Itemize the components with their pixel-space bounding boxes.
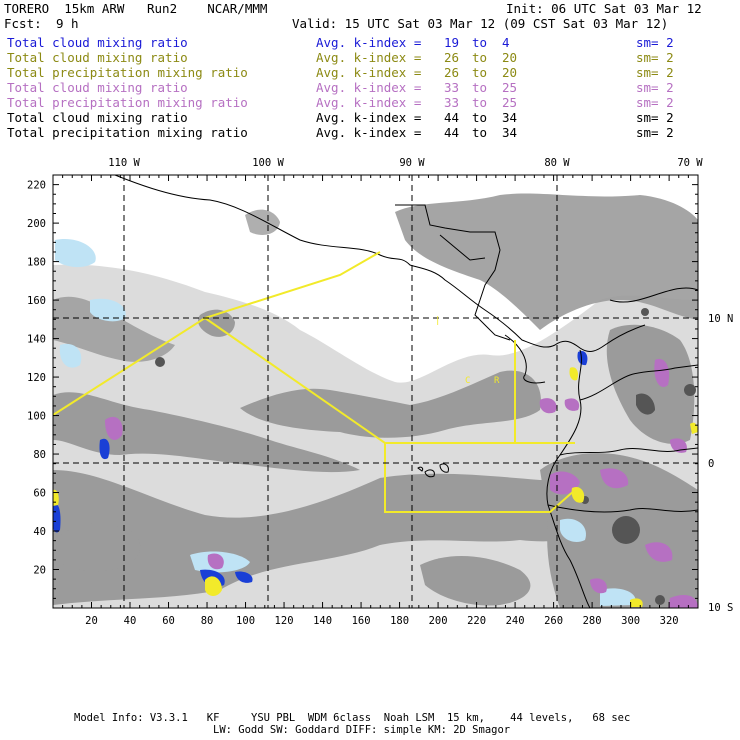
legend-kindex-to-word: to <box>472 125 488 140</box>
legend-smoothing: sm= 2 <box>636 110 674 125</box>
x-tick-label: 40 <box>124 615 137 627</box>
y-tick-label: 160 <box>27 295 46 307</box>
x-tick-label: 220 <box>467 615 486 627</box>
legend-kindex-from: 26 <box>444 65 460 80</box>
y-tick-label: 140 <box>27 334 46 346</box>
y-tick-label: 20 <box>33 565 46 577</box>
legend-field-name: Total cloud mixing ratio <box>7 80 188 95</box>
legend-kindex-label: Avg. k-index = <box>316 50 422 65</box>
legend-smoothing: sm= 2 <box>636 35 674 50</box>
x-tick-label: 20 <box>85 615 98 627</box>
longitude-label: 100 W <box>252 157 284 169</box>
y-tick-label: 120 <box>27 372 46 384</box>
legend-field-name: Total precipitation mixing ratio <box>7 95 248 110</box>
x-tick-label: 160 <box>352 615 371 627</box>
legend-kindex-to-word: to <box>472 35 488 50</box>
y-tick-label: 60 <box>33 488 46 500</box>
legend-kindex-to: 20 <box>502 50 518 65</box>
legend-kindex-to: 34 <box>502 125 518 140</box>
box-label-c: C <box>465 376 470 386</box>
x-tick-label: 180 <box>390 615 409 627</box>
longitude-label: 110 W <box>108 157 140 169</box>
legend-kindex-from: 33 <box>444 95 460 110</box>
valid-time: Valid: 15 UTC Sat 03 Mar 12 (09 CST Sat … <box>292 16 669 31</box>
legend-kindex-from: 26 <box>444 50 460 65</box>
x-tick-label: 100 <box>236 615 255 627</box>
box-marker: | <box>435 316 440 326</box>
x-tick-label: 120 <box>275 615 294 627</box>
y-tick-label: 100 <box>27 411 46 423</box>
legend-smoothing: sm= 2 <box>636 80 674 95</box>
legend-kindex-to-word: to <box>472 110 488 125</box>
model-info-line-1: Model Info: V3.3.1 KF YSU PBL WDM 6class… <box>74 712 631 724</box>
legend-kindex-to-word: to <box>472 50 488 65</box>
x-tick-label: 240 <box>506 615 525 627</box>
x-tick-label: 320 <box>660 615 679 627</box>
domain-boundaries <box>52 251 576 513</box>
x-tick-label: 200 <box>429 615 448 627</box>
legend-kindex-to-word: to <box>472 65 488 80</box>
legend-kindex-from: 33 <box>444 80 460 95</box>
legend-kindex-to: 25 <box>502 95 518 110</box>
latitude-label: 10 S <box>708 602 733 614</box>
map-frame <box>52 174 699 609</box>
x-tick-label: 300 <box>621 615 640 627</box>
legend-smoothing: sm= 2 <box>636 95 674 110</box>
legend-field-name: Total precipitation mixing ratio <box>7 125 248 140</box>
legend-field-name: Total cloud mixing ratio <box>7 35 188 50</box>
y-tick-label: 180 <box>27 257 46 269</box>
legend-kindex-to-word: to <box>472 80 488 95</box>
legend-kindex-label: Avg. k-index = <box>316 80 422 95</box>
legend-field-name: Total cloud mixing ratio <box>7 110 188 125</box>
legend-smoothing: sm= 2 <box>636 50 674 65</box>
legend-field-name: Total cloud mixing ratio <box>7 50 188 65</box>
legend-kindex-to: 34 <box>502 110 518 125</box>
x-tick-label: 140 <box>313 615 332 627</box>
y-tick-label: 200 <box>27 218 46 230</box>
x-tick-label: 280 <box>583 615 602 627</box>
legend-kindex-label: Avg. k-index = <box>316 125 422 140</box>
coastline <box>114 175 698 608</box>
legend-kindex-to: 4 <box>502 35 510 50</box>
legend-kindex-label: Avg. k-index = <box>316 65 422 80</box>
legend-kindex-from: 44 <box>444 110 460 125</box>
x-tick-label: 80 <box>201 615 214 627</box>
legend-smoothing: sm= 2 <box>636 125 674 140</box>
y-tick-label: 80 <box>33 449 46 461</box>
model-info-line-2: LW: Godd SW: Goddard DIFF: simple KM: 2D… <box>213 724 511 736</box>
axis-tick-labels: 20 40 60 80 100 120 140 160 180 200 220 240 260 280 30… <box>27 157 733 627</box>
longitude-label: 70 W <box>677 157 703 169</box>
forecast-label: Fcst: <box>4 16 42 31</box>
legend-kindex-to: 25 <box>502 80 518 95</box>
cloud-field-dark <box>155 308 696 605</box>
forecast-hour: 9 h <box>56 16 79 31</box>
legend-kindex-to: 20 <box>502 65 518 80</box>
init-time: Init: 06 UTC Sat 03 Mar 12 <box>506 1 702 16</box>
legend-kindex-to-word: to <box>472 95 488 110</box>
legend-kindex-from: 19 <box>444 35 460 50</box>
legend-smoothing: sm= 2 <box>636 65 674 80</box>
x-tick-label: 260 <box>544 615 563 627</box>
latitude-label: 0 <box>708 458 714 470</box>
legend-kindex-label: Avg. k-index = <box>316 35 422 50</box>
box-label-r: R <box>494 376 500 386</box>
axis-ticks <box>53 175 698 608</box>
legend-kindex-label: Avg. k-index = <box>316 95 422 110</box>
x-tick-label: 60 <box>162 615 175 627</box>
longitude-label: 80 W <box>544 157 570 169</box>
y-tick-label: 220 <box>27 180 46 192</box>
longitude-label: 90 W <box>399 157 425 169</box>
model-title: TORERO 15km ARW Run2 NCAR/MMM <box>4 1 268 16</box>
lat-lon-grid <box>53 175 698 608</box>
legend-kindex-label: Avg. k-index = <box>316 110 422 125</box>
legend-field-name: Total precipitation mixing ratio <box>7 65 248 80</box>
latitude-label: 10 N <box>708 313 733 325</box>
y-tick-label: 40 <box>33 526 46 538</box>
legend-kindex-from: 44 <box>444 125 460 140</box>
